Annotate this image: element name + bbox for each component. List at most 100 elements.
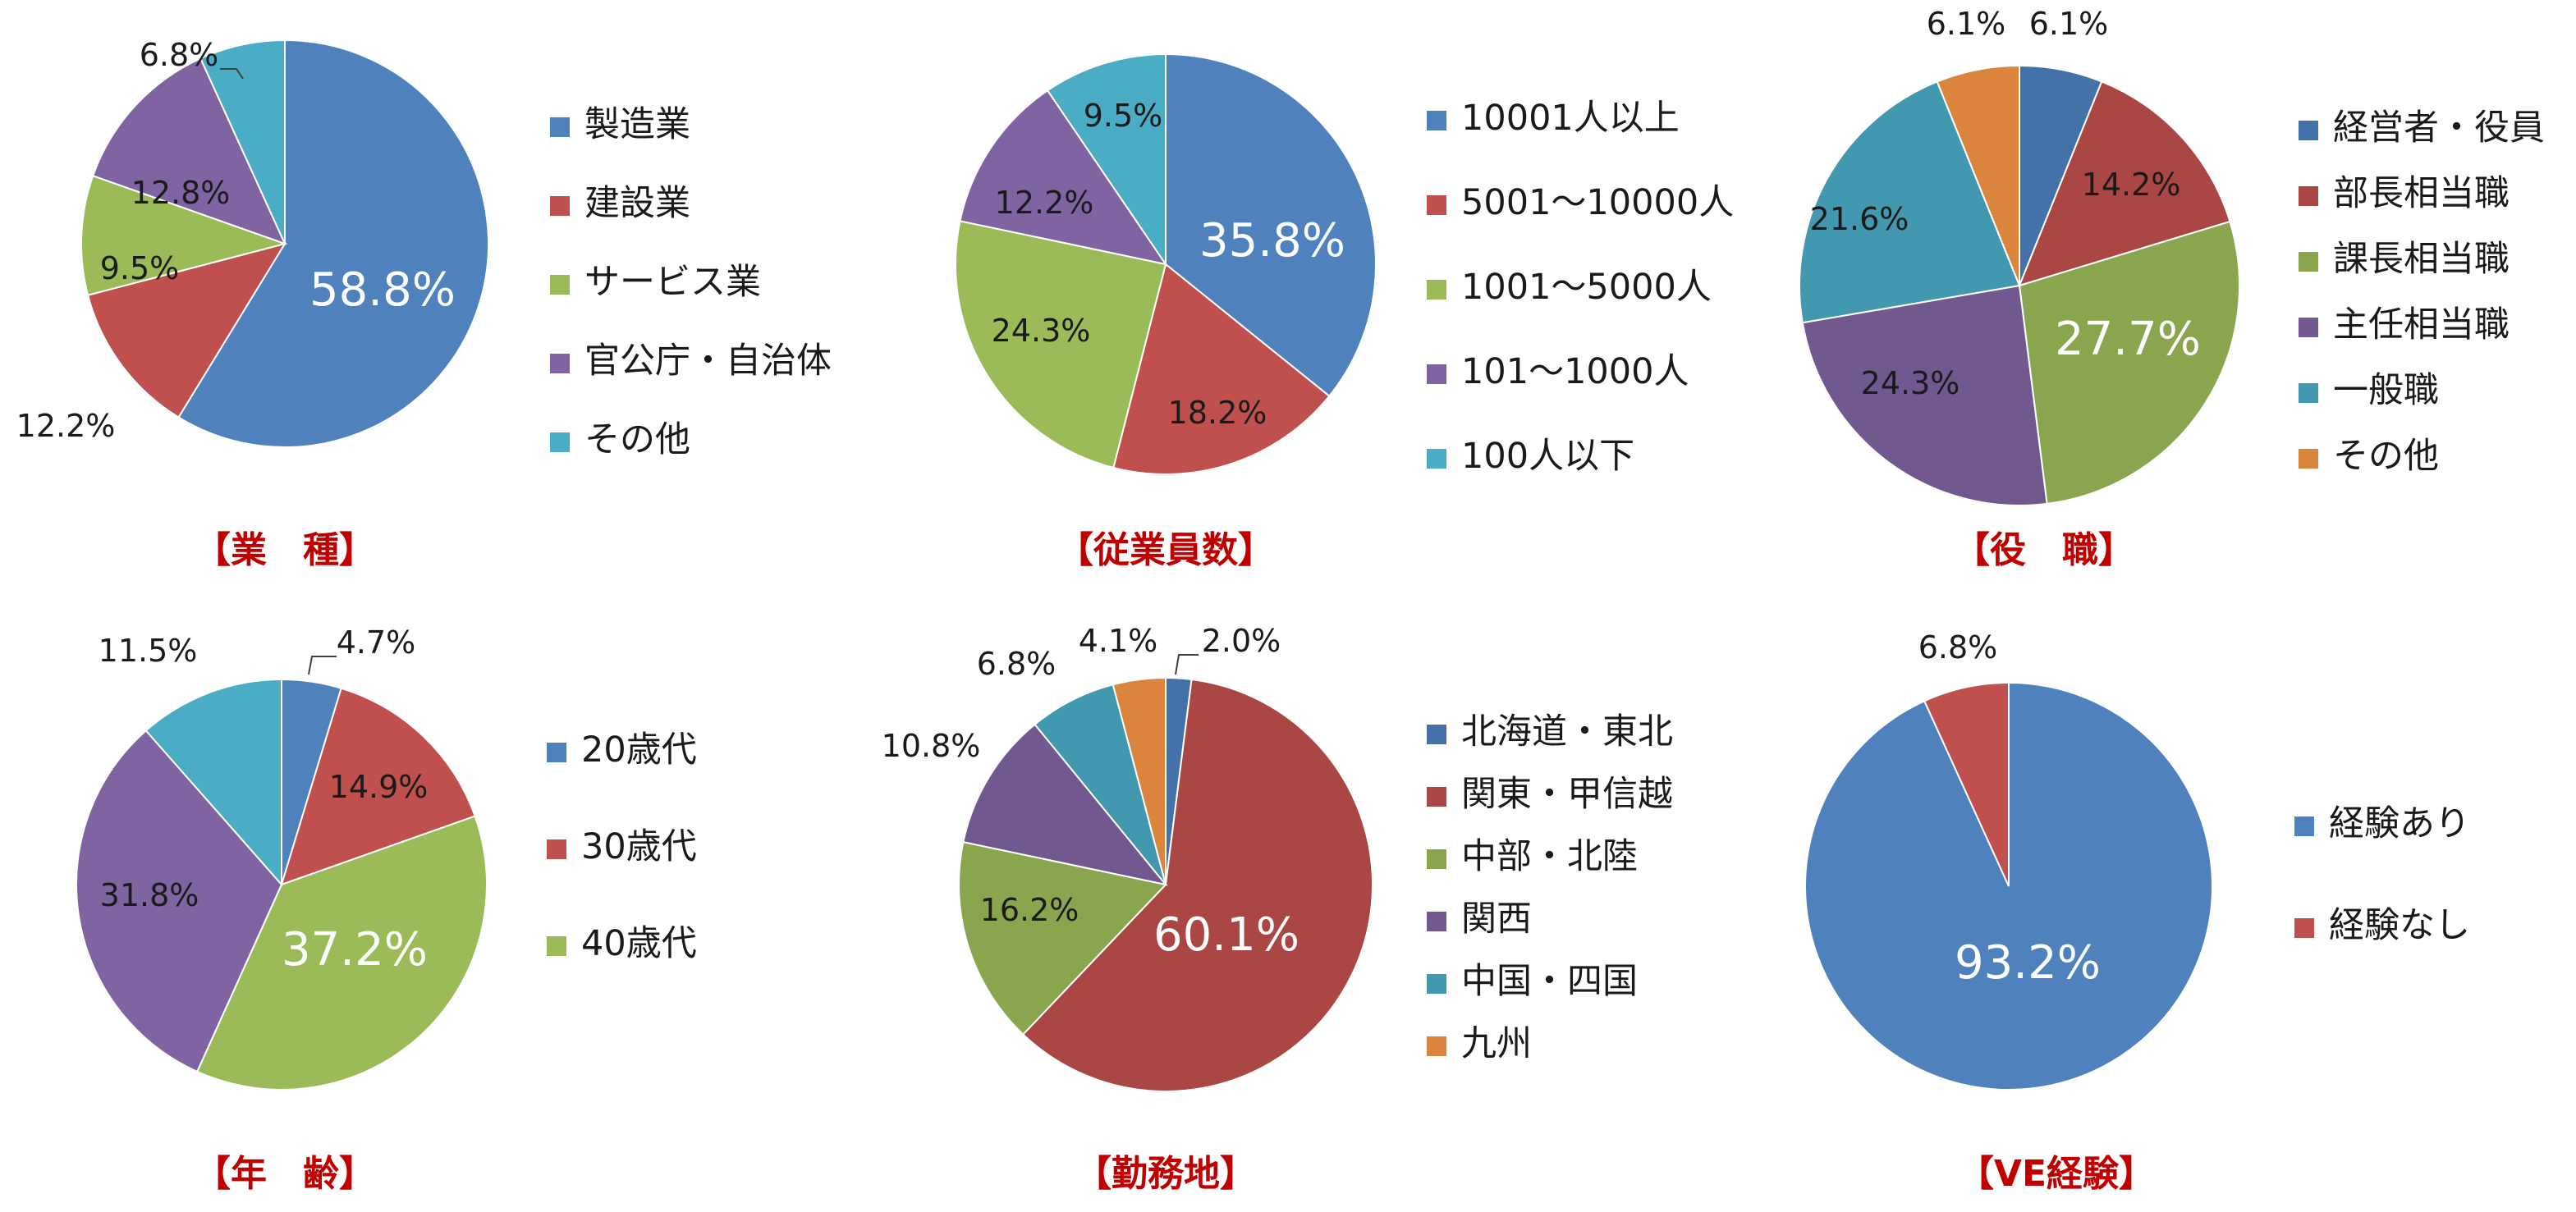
slice-percent-label: 58.8%: [309, 263, 456, 317]
pie-chart-4: 4.7% 14.9% 37.2% 31.8% 11.5% 20歳代 30歳代 40歳代【年 齢…: [76, 624, 697, 1195]
slice-percent-label: 18.2%: [1168, 395, 1267, 431]
chart-title: 【年 齢】: [195, 1153, 375, 1195]
legend-label: 製造業: [584, 104, 690, 145]
slice-percent-label: 6.8%: [140, 37, 219, 73]
pie-slice: [177, 39, 489, 448]
legend-swatch: [1427, 111, 1446, 130]
pie-slice: [959, 89, 1168, 266]
legend-swatch: [547, 936, 566, 956]
legend-label: 主任相当職: [2333, 304, 2510, 345]
legend-swatch: [550, 117, 570, 137]
legend-label: 関西: [1461, 899, 1532, 940]
legend-swatch: [1427, 1036, 1446, 1056]
pie-slice: [1112, 676, 1167, 885]
legend-label: 40歳代: [581, 923, 697, 964]
legend-swatch: [2299, 121, 2318, 140]
legend-label: その他: [584, 419, 690, 460]
legend-swatch: [550, 354, 570, 373]
legend-label: 関東・甲信越: [1461, 774, 1673, 815]
slice-percent-label: 2.0%: [1202, 623, 1281, 659]
legend-swatch: [547, 743, 566, 762]
legend-swatch: [2299, 186, 2318, 206]
pie-slice: [1801, 284, 2048, 506]
legend-label: 官公庁・自治体: [584, 341, 832, 382]
legend-swatch: [2299, 252, 2318, 272]
slice-percent-label: 9.5%: [1084, 98, 1163, 134]
legend-label: 部長相当職: [2333, 173, 2510, 214]
slice-percent-label: 12.2%: [995, 185, 1094, 221]
pie-slice: [1034, 684, 1167, 885]
legend-swatch: [1427, 364, 1446, 384]
slice-percent-label: 4.7%: [337, 624, 416, 661]
legend-swatch: [550, 275, 570, 295]
legend-swatch: [1427, 849, 1446, 869]
pie-chart-3: 6.1% 14.2% 27.7% 24.3% 21.6% 6.1% 経営者・役員部長相当職課…: [1799, 6, 2545, 571]
pie-chart-2: 35.8% 18.2% 24.3% 12.2% 9.5% 10001人以上 5001～100…: [954, 53, 1734, 571]
legend-swatch: [2299, 383, 2318, 403]
legend-label: 中国・四国: [1461, 961, 1638, 1002]
legend-label: 30歳代: [581, 826, 697, 867]
pie-chart-1: 58.8% 12.2% 9.5% 12.8% 6.8% 製造業建設業サービス業官公庁・自治…: [16, 37, 832, 571]
legend-label: 101～1000人: [1461, 351, 1689, 392]
slice-percent-label: 24.3%: [1861, 365, 1960, 401]
legend-swatch: [1427, 195, 1446, 215]
label-leader-line: [308, 656, 337, 675]
pie-slice: [1046, 53, 1167, 268]
pie-slice: [2018, 80, 2231, 287]
legend-label: 20歳代: [581, 729, 697, 771]
chart-title: 【役 職】: [1954, 529, 2134, 571]
legend-swatch: [1427, 787, 1446, 807]
slice-percent-label: 60.1%: [1153, 908, 1299, 962]
legend-label: 経験なし: [2329, 905, 2470, 946]
slice-percent-label: 6.8%: [977, 646, 1057, 682]
slice-percent-label: 6.1%: [2029, 6, 2109, 42]
chart-title: 【従業員数】: [1057, 529, 1274, 571]
slice-percent-label: 37.2%: [282, 923, 428, 976]
slice-percent-label: 16.2%: [980, 892, 1079, 928]
legend-label: サービス業: [584, 262, 761, 303]
slice-percent-label: 6.8%: [1918, 629, 1998, 665]
legend-label: 一般職: [2333, 370, 2439, 411]
slice-percent-label: 93.2%: [1955, 936, 2101, 990]
pie-slice: [954, 220, 1167, 469]
legend-label: その他: [2333, 436, 2439, 477]
pie-slice: [280, 687, 476, 886]
legend-swatch: [1427, 912, 1446, 931]
pie-slice: [199, 39, 286, 245]
legend-label: 九州: [1461, 1023, 1532, 1064]
slice-percent-label: 4.1%: [1079, 623, 1158, 659]
legend-label: 北海道・東北: [1461, 711, 1673, 752]
slice-percent-label: 12.2%: [16, 408, 116, 444]
slice-percent-label: 21.6%: [1810, 201, 1909, 237]
legend-label: 建設業: [584, 183, 690, 224]
pie-slice: [1923, 681, 2010, 887]
chart-title: 【VE経験】: [1958, 1153, 2155, 1195]
legend-label: 1001～5000人: [1461, 267, 1712, 308]
legend-label: 経験あり: [2329, 803, 2470, 844]
legend-swatch: [1427, 280, 1446, 300]
slice-percent-label: 24.3%: [992, 313, 1091, 349]
legend-label: 100人以下: [1461, 436, 1634, 477]
slice-percent-label: 14.9%: [329, 769, 429, 805]
pie-slice: [962, 723, 1168, 886]
slice-percent-label: 9.5%: [100, 250, 180, 286]
pie-slice: [91, 57, 286, 245]
slice-percent-label: 35.8%: [1199, 214, 1345, 268]
pie-slice: [2018, 220, 2241, 505]
pie-slice: [1021, 678, 1373, 1092]
pie-slice: [195, 815, 488, 1091]
pie-slice: [958, 840, 1167, 1036]
legend-label: 10001人以上: [1461, 98, 1680, 139]
pie-slice: [80, 174, 288, 296]
chart-title: 【勤務地】: [1075, 1153, 1256, 1195]
slice-percent-label: 12.8%: [131, 175, 231, 211]
pie-slice: [144, 678, 282, 887]
slice-percent-label: 10.8%: [882, 728, 981, 764]
legend-swatch: [1427, 974, 1446, 994]
pie-chart-5: 2.0% 60.1% 16.2% 10.8% 6.8% 4.1% 北海道・東北関東・甲信越中…: [882, 623, 1673, 1195]
pie-slice: [1165, 53, 1377, 398]
pie-slice: [1804, 681, 2213, 1091]
legend-swatch: [1427, 449, 1446, 469]
legend-label: 課長相当職: [2333, 239, 2510, 280]
